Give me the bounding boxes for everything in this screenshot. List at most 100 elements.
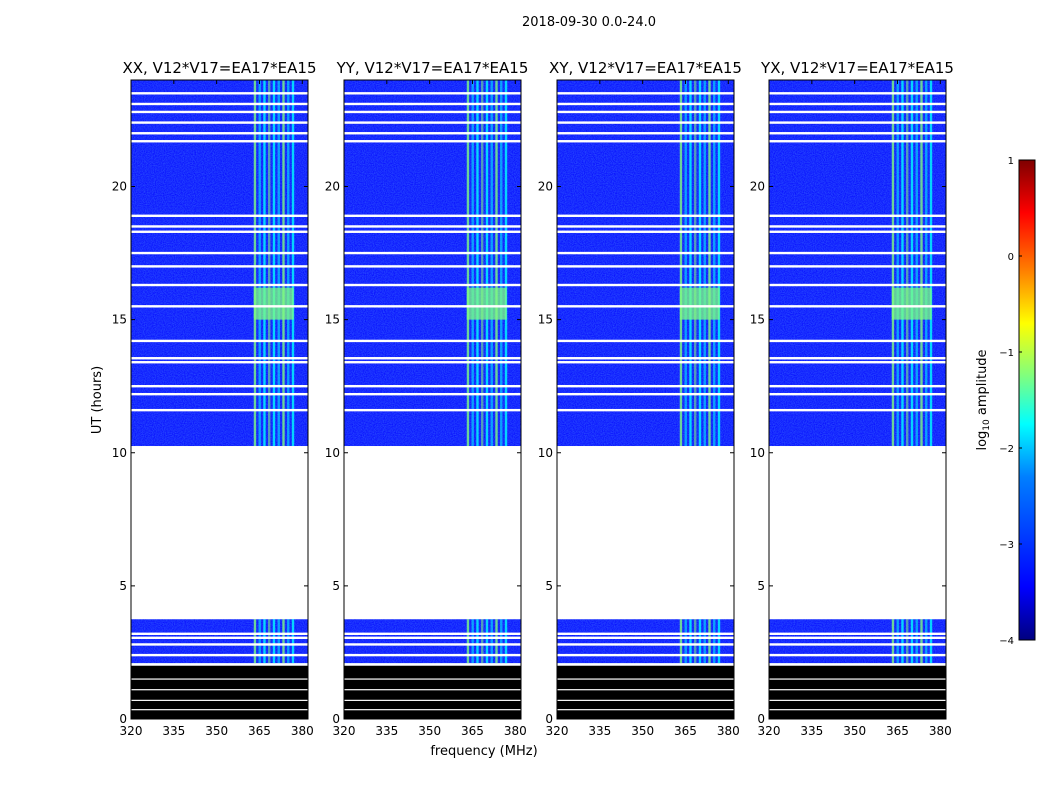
flagged-row-gap — [557, 140, 734, 143]
rfi-stripe — [481, 80, 484, 447]
rfi-stripe — [258, 80, 261, 447]
blank-region — [344, 446, 521, 620]
rfi-stripe — [679, 619, 683, 664]
x-tick-label: 350 — [418, 724, 441, 738]
rfi-stripe — [490, 619, 493, 664]
flagged-row-gap — [769, 384, 946, 388]
y-tick-label: 10 — [538, 446, 553, 460]
flagged-row-gap — [557, 392, 734, 396]
panel-frame — [556, 79, 735, 720]
flagged-row-gap — [131, 265, 308, 268]
data-region-speckle-0 — [769, 619, 946, 664]
rfi-stripe — [263, 619, 266, 664]
rfi-stripe — [901, 619, 904, 664]
x-tick-label: 335 — [800, 724, 823, 738]
flagged-black-gap — [769, 699, 946, 701]
flagged-row-gap — [557, 265, 734, 268]
rfi-stripe — [268, 619, 271, 664]
flagged-black-gap — [557, 678, 734, 680]
x-tick-label: 335 — [588, 724, 611, 738]
rfi-stripe — [698, 619, 702, 664]
rfi-stripe — [500, 80, 503, 447]
flagged-row-gap — [344, 305, 521, 308]
blank-region — [131, 446, 308, 620]
rfi-stripe — [253, 619, 257, 664]
rfi-stripe — [485, 80, 489, 447]
y-tick-label: 20 — [112, 180, 127, 194]
flagged-black-gap — [344, 709, 521, 711]
flagged-black-gap — [131, 699, 308, 701]
flagged-row-gap — [131, 110, 308, 114]
rfi-stripe — [287, 80, 290, 447]
panel-frame — [130, 79, 309, 720]
flagged-row-gap — [131, 92, 308, 95]
flagged-row-gap — [557, 653, 734, 657]
rfi-stripe — [910, 80, 914, 447]
bright-rfi — [891, 287, 932, 320]
flagged-row-gap — [344, 110, 521, 114]
y-tick-label: 15 — [750, 313, 765, 327]
x-axis-label: frequency (MHz) — [430, 744, 537, 759]
flagged-row-gap — [769, 132, 946, 135]
flagged-row-gap — [344, 121, 521, 124]
rfi-stripe — [287, 619, 290, 664]
flagged-row-gap — [344, 140, 521, 143]
flagged-row-gap — [131, 121, 308, 124]
y-tick-label: 20 — [325, 180, 340, 194]
panel-title: XY, V12*V17=EA17*EA15 — [549, 59, 742, 77]
rfi-stripe — [920, 619, 923, 664]
rfi-stripe — [703, 80, 706, 447]
rfi-stripe — [717, 619, 721, 664]
data-region-speckle-0 — [344, 619, 521, 664]
rfi-stripe — [684, 619, 687, 664]
flagged-row-gap — [344, 132, 521, 135]
rfi-stripe — [920, 80, 923, 447]
flagged-row-gap — [557, 361, 734, 364]
x-tick-label: 365 — [886, 724, 909, 738]
rfi-stripe — [471, 80, 474, 447]
colorbar-tick-label: −1 — [999, 348, 1014, 359]
colorbar-label-suffix: amplitude — [975, 349, 990, 419]
panels-group: XX, V12*V17=EA17*EA15 0 5 10 15 20 320 335 350 36… — [112, 59, 954, 738]
flagged-row-gap — [131, 643, 308, 646]
x-tick-label: 335 — [162, 724, 185, 738]
y-tick-label: 0 — [757, 712, 765, 726]
x-tick-label: 365 — [674, 724, 697, 738]
rfi-stripe — [915, 80, 918, 447]
flagged-black-gap — [769, 678, 946, 680]
flagged-row-gap — [557, 110, 734, 114]
flagged-row-gap — [344, 643, 521, 646]
x-tick-label: 365 — [248, 724, 271, 738]
rfi-stripe — [713, 80, 716, 447]
panel-yx: YX, V12*V17=EA17*EA15 0 5 10 15 20 320 335 350 36… — [750, 59, 954, 738]
rfi-stripe — [906, 80, 909, 447]
colorbar-tick-label: −4 — [999, 636, 1014, 647]
rfi-stripe — [679, 80, 683, 447]
flagged-black-gap — [557, 709, 734, 711]
x-tick-label: 350 — [843, 724, 866, 738]
flagged-row-gap — [557, 230, 734, 233]
rfi-stripe — [277, 619, 280, 664]
y-tick-label: 5 — [545, 579, 553, 593]
flagged-row-gap — [769, 392, 946, 396]
rfi-stripe — [689, 619, 692, 664]
y-tick-label: 10 — [325, 446, 340, 460]
flagged-row-gap — [557, 251, 734, 255]
y-tick-label: 10 — [750, 446, 765, 460]
data-region-speckle-1 — [769, 80, 946, 447]
flagged-row-gap — [131, 230, 308, 233]
panel-yy: YY, V12*V17=EA17*EA15 0 5 10 15 20 320 335 350 36… — [325, 59, 529, 738]
flagged-black-region — [131, 665, 308, 719]
flagged-row-gap — [131, 392, 308, 396]
flagged-row-gap — [344, 636, 521, 639]
y-tick-label: 5 — [119, 579, 127, 593]
panel-xy: XY, V12*V17=EA17*EA15 0 5 10 15 20 320 335 350 36… — [538, 59, 742, 738]
data-region-speckle-0 — [131, 619, 308, 664]
flagged-row-gap — [557, 305, 734, 308]
rfi-stripe — [910, 619, 914, 664]
rfi-stripe — [282, 619, 285, 664]
flagged-row-gap — [344, 357, 521, 360]
flagged-row-gap — [131, 361, 308, 364]
flagged-row-gap — [769, 102, 946, 106]
